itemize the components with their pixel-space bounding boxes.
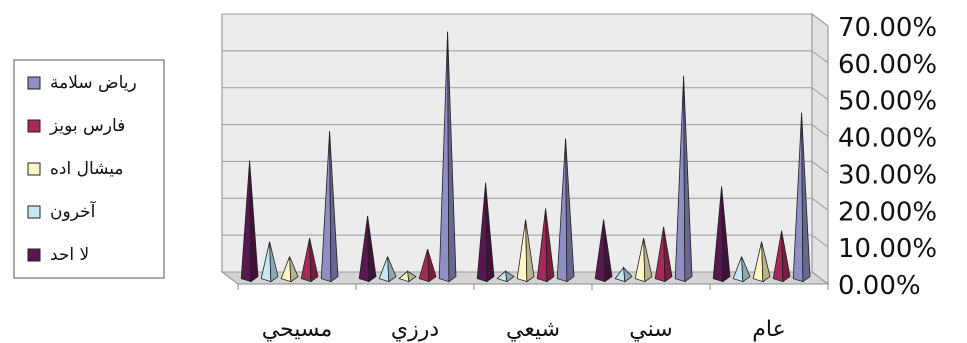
bar [496, 270, 515, 283]
gridline-side [811, 87, 829, 101]
bar [594, 219, 613, 283]
legend-item: لا احد [27, 245, 89, 265]
bar-face-right [801, 112, 811, 283]
bar [320, 131, 339, 283]
bar-face-right [525, 219, 535, 283]
chart-walls [220, 13, 830, 285]
y-tick-label: 50.00% [838, 87, 937, 117]
bar-face-right [427, 248, 437, 283]
bar-face-right [289, 256, 299, 283]
bar [792, 112, 811, 283]
gridlines [222, 13, 829, 285]
legend-swatch [27, 248, 41, 262]
bar-face-right [367, 215, 377, 283]
bar [772, 230, 791, 283]
x-tick-label: عام [752, 317, 785, 342]
bar-face-right [761, 241, 771, 283]
y-tick-label: 40.00% [838, 124, 937, 154]
y-tick-label: 30.00% [838, 160, 937, 190]
bar-face-right [309, 237, 319, 283]
gridline-side [811, 161, 829, 174]
bar-face-right [269, 241, 279, 283]
bar [752, 241, 771, 283]
gridline-side [811, 234, 829, 248]
legend-label: ميشال اده [50, 159, 124, 179]
bar [654, 226, 673, 283]
x-tick-label: درزي [391, 317, 439, 342]
bar-face-right [741, 256, 751, 283]
bar-face-right [663, 226, 673, 283]
bar [712, 186, 731, 283]
bar [418, 248, 437, 283]
bar-face-right [643, 237, 653, 283]
bar-face-right [603, 219, 613, 283]
bar [358, 215, 377, 283]
x-tick-label: شيعي [506, 317, 560, 342]
legend-item: رياض سلامة [27, 73, 137, 93]
bar [398, 270, 417, 283]
x-axis-ticks: مسيحي درزي شيعي سني عام [237, 284, 829, 342]
bar [260, 241, 279, 283]
y-tick-label: 20.00% [838, 197, 937, 227]
bar [614, 266, 633, 283]
legend-item: فارس بويز [27, 116, 125, 136]
bar [556, 138, 575, 283]
bar-face-right [387, 256, 397, 283]
bar-face-right [249, 160, 259, 283]
bar [536, 208, 555, 283]
legend-label: رياض سلامة [50, 73, 137, 93]
gridline-side [811, 124, 829, 137]
bar-face-right [485, 182, 495, 283]
y-tick-label: 60.00% [838, 50, 937, 80]
side-wall [811, 13, 829, 285]
y-tick-label: 10.00% [838, 234, 937, 264]
y-axis-ticks: 0.00% 10.00% 20.00% 30.00% 40.00% 50.00% 60.00… [838, 13, 937, 301]
bar-face-right [623, 266, 633, 283]
bar-face-right [565, 138, 575, 283]
bar [674, 75, 693, 283]
bar-face-right [683, 75, 693, 283]
gridline-side [811, 271, 829, 285]
bar [438, 31, 457, 283]
bar [516, 219, 535, 283]
x-tick-label: مسيحي [262, 317, 333, 342]
legend-label: لا احد [50, 245, 89, 265]
legend-swatch [27, 205, 41, 219]
bar [634, 237, 653, 283]
bar-face-right [721, 186, 731, 283]
legend-item: آخرون [27, 200, 97, 222]
bar [476, 182, 495, 283]
x-tick-label: سني [629, 317, 672, 342]
bar [240, 160, 259, 283]
y-tick-label: 70.00% [838, 13, 937, 43]
gridline-side [811, 13, 829, 27]
legend-label: آخرون [50, 200, 97, 222]
legend-item: ميشال اده [27, 159, 124, 179]
legend-swatch [27, 76, 41, 90]
bar-face-right [545, 208, 555, 283]
bar-face-right [329, 131, 339, 283]
back-wall [221, 13, 813, 273]
legend-label: فارس بويز [49, 116, 125, 136]
legend-swatch [27, 162, 41, 176]
bar [280, 256, 299, 283]
y-tick-label: 0.00% [838, 271, 921, 301]
bar-face-right [781, 230, 791, 283]
bar-face-right [505, 270, 515, 283]
bar-face-right [447, 31, 457, 283]
bar [378, 256, 397, 283]
legend-swatch [27, 119, 41, 133]
gridline-side [811, 50, 829, 64]
gridline-side [811, 197, 829, 211]
legend: رياض سلامة فارس بويز ميشال اده آخرون لا احد [13, 59, 165, 279]
bar [300, 237, 319, 283]
bar-face-right [407, 270, 417, 283]
chart-marks [240, 31, 811, 283]
bar [732, 256, 751, 283]
